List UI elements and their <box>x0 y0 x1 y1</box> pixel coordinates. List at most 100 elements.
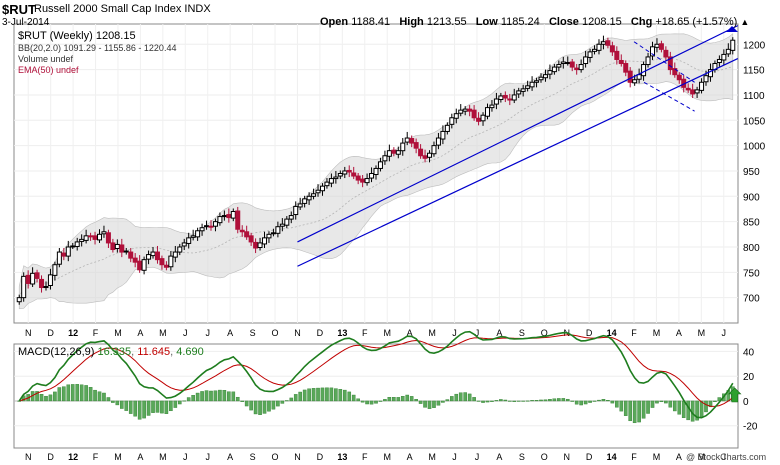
macd-histogram-bar <box>507 400 512 402</box>
macd-histogram-bar <box>374 400 378 404</box>
macd-x-tick-label: M <box>159 452 167 462</box>
price-x-tick-label: M <box>383 328 391 338</box>
macd-x-tick-label: N <box>25 452 32 462</box>
macd-histogram-bar <box>320 387 325 402</box>
candle-body <box>645 56 651 66</box>
candle-body <box>716 58 722 64</box>
candle-body <box>587 51 593 58</box>
open-value: 1188.41 <box>351 16 391 28</box>
macd-histogram-bar <box>548 399 552 402</box>
macd-histogram-bar <box>338 389 343 402</box>
candle-body <box>132 257 138 263</box>
macd-histogram-bar <box>387 397 392 402</box>
price-y-tick-label: 1000 <box>743 142 766 153</box>
candle-body <box>70 245 76 248</box>
candle-body <box>542 74 548 79</box>
candle-body <box>627 70 633 83</box>
macd-histogram-bar <box>289 397 294 402</box>
candle-body <box>226 214 232 219</box>
macd-histogram-bar <box>142 400 146 419</box>
macd-histogram-bar <box>267 400 271 412</box>
ticker-symbol: $RUT <box>2 2 36 17</box>
macd-histogram-bar <box>169 400 173 412</box>
candle-body <box>168 255 174 268</box>
candle-body <box>435 137 441 146</box>
macd-x-tick-label: S <box>250 452 256 462</box>
candle-body <box>583 56 589 65</box>
macd-histogram-bar <box>200 391 204 402</box>
candle-body <box>270 232 276 235</box>
candle-body <box>21 275 27 299</box>
macd-signal-line <box>19 334 734 407</box>
macd-x-tick-label: N <box>294 452 301 462</box>
index-full-name: Russell 2000 Small Cap Index <box>34 3 182 15</box>
histogram-value: 4.690 <box>176 346 204 358</box>
macd-histogram-bar <box>641 400 646 419</box>
macd-histogram-bar <box>677 400 682 415</box>
macd-histogram-bar <box>106 397 111 402</box>
ohlc-summary: Open 1188.41 High 1213.55 Low 1185.24 Cl… <box>320 16 749 28</box>
stockcharts-brand: @ StockCharts.com <box>686 452 767 462</box>
candle-body <box>342 170 348 175</box>
macd-histogram-bar <box>713 400 717 402</box>
macd-panel-frame <box>13 343 739 449</box>
candle-body <box>137 260 143 271</box>
macd-histogram-bar <box>552 398 557 402</box>
macd-histogram-bar <box>209 390 213 402</box>
price-x-tick-label: M <box>698 328 706 338</box>
candle-body <box>88 235 94 238</box>
candle-body <box>337 173 343 177</box>
macd-histogram-bar <box>351 394 356 402</box>
price-y-tick-label: 950 <box>743 167 760 178</box>
macd-histogram-bar <box>133 400 137 417</box>
candle-body <box>547 70 553 75</box>
macd-histogram-bar <box>70 384 75 402</box>
price-x-tick-label: M <box>653 328 661 338</box>
macd-histogram-bar <box>97 391 102 402</box>
candle-body <box>560 61 566 65</box>
candle-body <box>355 175 361 181</box>
price-x-tick-label: 14 <box>607 328 617 338</box>
candle-body <box>672 68 678 76</box>
macd-histogram-bar <box>574 400 579 405</box>
candle-body <box>418 148 424 157</box>
macd-histogram-bar <box>570 400 575 402</box>
macd-x-tick-label: A <box>496 452 502 462</box>
macd-histogram-bar <box>427 400 432 409</box>
price-x-tick-label: A <box>137 328 143 338</box>
macd-histogram-bar <box>249 400 253 411</box>
candle-body <box>556 64 562 68</box>
macd-histogram-bar <box>650 400 655 408</box>
macd-histogram-bar <box>115 400 120 406</box>
candle-body <box>47 274 53 286</box>
macd-histogram-bar <box>472 397 476 402</box>
price-x-tick-label: N <box>294 328 301 338</box>
macd-x-tick-label: F <box>362 452 368 462</box>
candle-body <box>614 50 620 60</box>
candle-body <box>427 152 433 158</box>
macd-x-tick-label: 14 <box>607 452 617 462</box>
candle-body <box>453 113 459 119</box>
candle-body <box>520 88 526 92</box>
macd-x-tick-label: M <box>428 452 436 462</box>
macd-histogram-bar <box>173 400 178 408</box>
macd-y-tick-label: 0 <box>743 397 749 408</box>
macd-histogram-bar <box>244 400 249 407</box>
candle-body <box>319 185 325 192</box>
candle-body <box>565 62 571 65</box>
candle-body <box>79 238 85 242</box>
macd-histogram-bar <box>445 399 450 402</box>
macd-histogram-bar <box>441 400 445 403</box>
candle-body <box>262 237 268 245</box>
price-y-tick-label: 1050 <box>743 116 766 127</box>
macd-histogram-bar <box>347 391 352 402</box>
macd-histogram-bar <box>155 400 160 413</box>
macd-histogram-bar <box>392 397 396 402</box>
candle-body <box>52 264 58 276</box>
macd-histogram-bar <box>378 400 383 402</box>
candle-body <box>551 66 557 73</box>
candle-body <box>239 229 245 233</box>
macd-y-tick-label: -20 <box>743 422 758 433</box>
candle-body <box>569 61 575 68</box>
price-x-tick-label: M <box>428 328 436 338</box>
